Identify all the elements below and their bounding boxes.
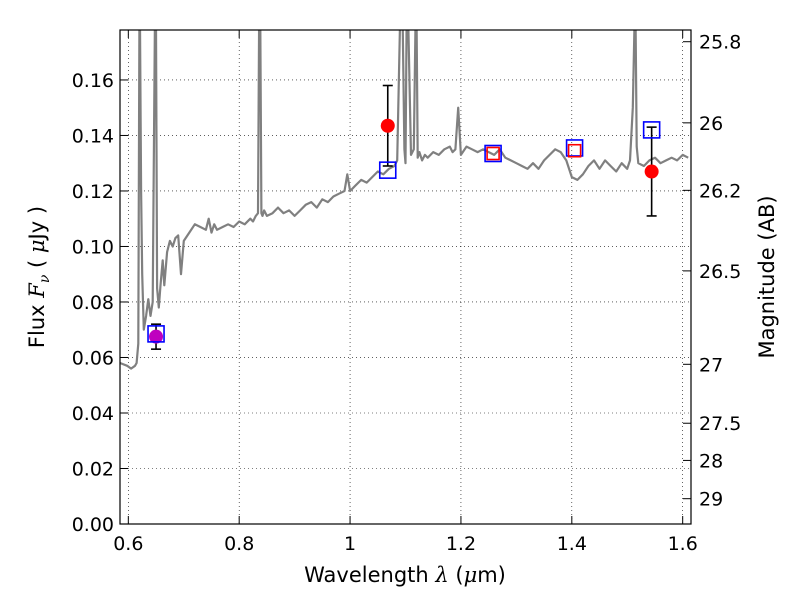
axis-ticks [120, 30, 691, 525]
x-tick-label: 1.6 [668, 533, 698, 555]
measured-point [644, 164, 659, 179]
model-band-square [378, 161, 397, 179]
y2-tick-label: 29 [699, 489, 723, 511]
y-tick-label: 0.16 [72, 70, 114, 92]
x-tick-label: 1.4 [557, 533, 587, 555]
x-tick-labels: 0.6 0.8 1 1.2 1.4 1.6 [113, 533, 698, 555]
model-band-square [567, 143, 582, 158]
y-tick-label: 0.00 [72, 514, 114, 536]
y-axis-label: Flux Fν ( μJy ) [25, 206, 53, 348]
model-band-square [147, 325, 165, 343]
photometry-points [147, 84, 661, 350]
model-spectrum [120, 30, 689, 370]
y2-tick-label: 28 [699, 450, 723, 472]
y2-tick-label: 27 [699, 354, 723, 376]
y-tick-label: 0.04 [72, 403, 114, 425]
x-tick-label: 1 [344, 533, 356, 555]
y-tick-label: 0.14 [72, 125, 114, 147]
spectrum-line [120, 30, 689, 370]
x-tick-label: 0.8 [224, 533, 254, 555]
y-tick-label: 0.08 [72, 292, 114, 314]
y2-tick-label: 26.5 [699, 261, 741, 283]
x-tick-label: 1.2 [446, 533, 476, 555]
y-tick-label: 0.10 [72, 236, 114, 258]
y2-tick-label: 25.8 [699, 32, 741, 54]
y-tick-label: 0.02 [72, 458, 114, 480]
y2-tick-label: 26.2 [699, 180, 741, 202]
y2-axis-label: Magnitude (AB) [755, 195, 779, 358]
x-tick-label: 0.6 [113, 533, 143, 555]
model-band-square [484, 144, 502, 163]
y-tick-label: 0.06 [72, 347, 114, 369]
y2-tick-label: 27.5 [699, 413, 741, 435]
y-tick-label: 0.12 [72, 181, 114, 203]
y2-tick-labels: 25.8 26 26.2 26.5 27 27.5 28 29 [699, 32, 741, 511]
y-tick-labels: 0.00 0.02 0.04 0.06 0.08 0.10 0.12 0.14 0.16 [72, 70, 114, 536]
measured-point [149, 329, 164, 344]
measured-point [380, 118, 395, 133]
x-axis-label: Wavelength λ (μm) [304, 563, 506, 587]
plot-frame [119, 29, 692, 525]
model-band-square [486, 146, 500, 161]
y2-tick-label: 26 [699, 113, 723, 135]
model-band-square [642, 121, 661, 139]
